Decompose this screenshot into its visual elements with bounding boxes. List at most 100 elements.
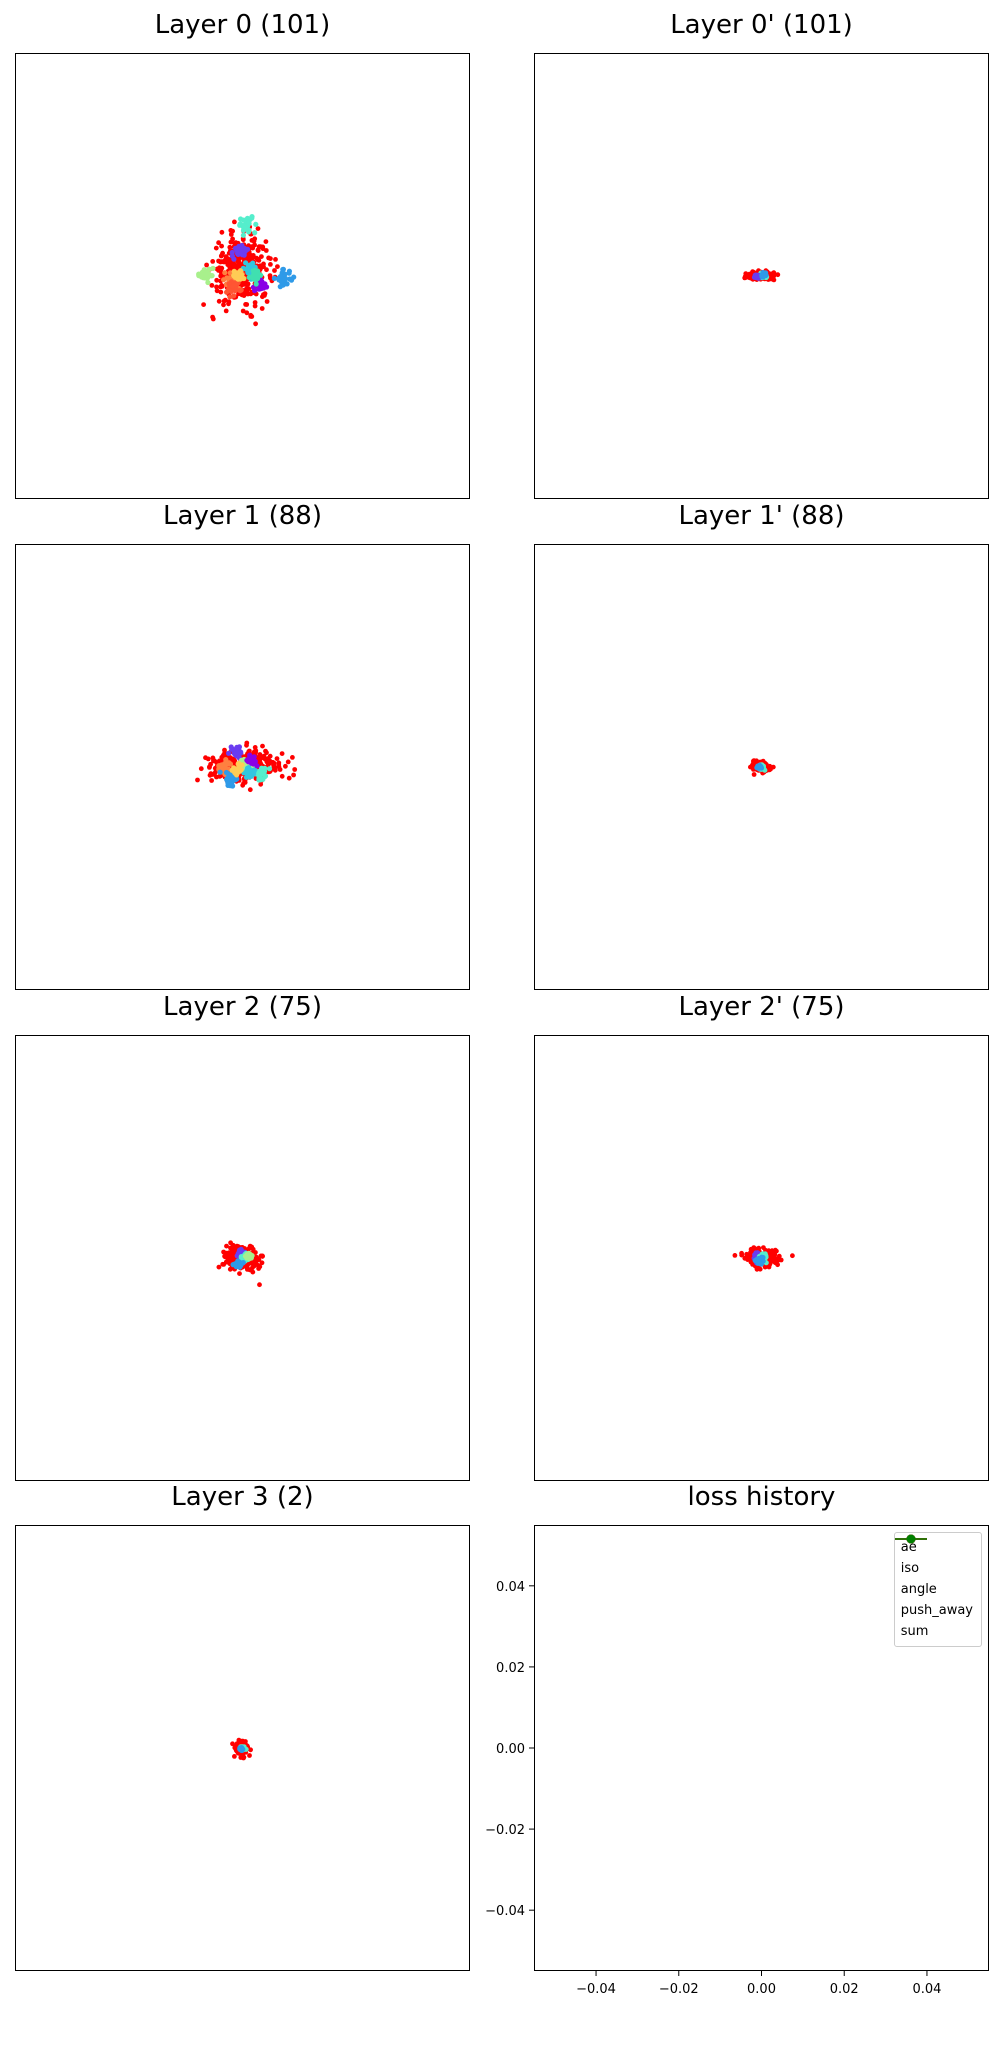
scatter-point-cluster-5 (222, 270, 228, 276)
scatter-point-cluster-2 (758, 1261, 764, 1267)
scatter-point-cluster-6 (232, 288, 238, 294)
scatter-point-cluster-4 (258, 777, 264, 783)
scatter-plot (534, 1035, 989, 1481)
scatter-point-cluster-3 (229, 776, 235, 782)
x-tick-label: 0.04 (912, 1982, 941, 1997)
scatter-point-cluster-7 (250, 755, 256, 761)
scatter-point-outlier (259, 254, 264, 259)
panel-title: Layer 1 (88) (163, 501, 322, 531)
scatter-point-cluster-6 (234, 767, 241, 773)
scatter-point-outlier (279, 773, 285, 779)
scatter-point-outlier (216, 240, 222, 246)
scatter-point-outlier (251, 238, 257, 244)
x-tick-label: −0.02 (659, 1982, 699, 1997)
scatter-point-outlier (751, 772, 757, 777)
scatter-point-outlier (239, 292, 245, 298)
scatter-point-cluster-4 (266, 766, 273, 772)
scatter-point-outlier (253, 321, 258, 327)
scatter-point-outlier (220, 250, 226, 256)
scatter-point-cluster-2 (205, 279, 211, 286)
scatter-point-outlier (290, 755, 295, 760)
legend-label: ae (900, 1540, 917, 1555)
scatter-point-outlier (257, 1282, 262, 1288)
scatter-point-outlier (256, 244, 262, 250)
scatter-point-cluster-0 (236, 750, 242, 756)
scatter-point-outlier (244, 740, 250, 746)
scatter-plot (15, 1525, 470, 1971)
scatter-point-outlier (231, 758, 237, 764)
scatter-point-outlier (255, 257, 261, 263)
scatter-point-outlier (203, 755, 208, 761)
scatter-point-outlier (224, 1259, 229, 1265)
scatter-point-outlier (221, 752, 226, 758)
scatter-point-outlier (257, 758, 263, 764)
scatter-plot (15, 53, 470, 499)
scatter-point-outlier (263, 748, 268, 754)
scatter-point-outlier (732, 1253, 738, 1258)
scatter-point-outlier (754, 1266, 760, 1272)
scatter-point-cluster-6 (236, 760, 242, 767)
scatter-point-outlier (226, 301, 231, 307)
scatter-point-outlier (219, 243, 225, 249)
scatter-point-outlier (214, 277, 220, 283)
scatter-point-cluster-3 (288, 277, 295, 283)
scatter-point-outlier (209, 778, 215, 783)
scatter-point-outlier (275, 264, 280, 269)
y-tick-label: 0.04 (496, 1580, 525, 1595)
scatter-point-outlier (232, 1754, 237, 1759)
scatter-point-outlier (273, 257, 278, 262)
scatter-point-outlier (230, 1741, 235, 1747)
scatter-point-cluster-6 (238, 287, 244, 293)
scatter-points (732, 1245, 795, 1272)
scatter-point-cluster-9 (253, 270, 259, 277)
scatter-point-outlier (237, 256, 243, 261)
scatter-point-outlier (775, 1262, 780, 1268)
panel-title: Layer 3 (2) (171, 1482, 314, 1512)
scatter-point-outlier (218, 273, 224, 279)
scatter-point-outlier (251, 1263, 257, 1269)
scatter-point-outlier (230, 1255, 236, 1261)
scatter-point-cluster-0 (249, 215, 255, 221)
scatter-points (196, 214, 297, 327)
scatter-point-outlier (221, 1249, 227, 1255)
scatter-point-outlier (291, 772, 296, 778)
scatter-point-outlier (274, 756, 280, 761)
scatter-point-outlier (222, 1253, 228, 1259)
legend-label: sum (900, 1624, 929, 1639)
scatter-point-outlier (217, 773, 223, 779)
scatter-point-outlier (237, 1271, 242, 1276)
scatter-point-cluster-3 (278, 279, 284, 285)
y-tick-label: 0.02 (496, 1661, 525, 1676)
scatter-plot (15, 1035, 470, 1481)
scatter-point-cluster-3 (225, 771, 231, 777)
scatter-points (230, 1737, 254, 1761)
scatter-point-outlier (247, 1753, 252, 1758)
scatter-point-cluster-3 (271, 275, 277, 281)
scatter-point-outlier (228, 1240, 234, 1246)
scatter-point-outlier (279, 751, 285, 756)
scatter-points (195, 740, 298, 793)
scatter-point-outlier (257, 752, 263, 757)
scatter-point-cluster-6 (227, 294, 233, 300)
scatter-point-outlier (218, 289, 224, 295)
scatter-point-outlier (286, 775, 292, 781)
legend-label: iso (900, 1561, 920, 1576)
scatter-point-cluster-1 (229, 249, 235, 256)
scatter-point-outlier (221, 298, 227, 304)
scatter-point-outlier (220, 1261, 226, 1267)
scatter-point-cluster-1 (755, 764, 761, 770)
scatter-point-cluster-7 (245, 264, 251, 270)
scatter-point-cluster-3 (282, 271, 288, 277)
scatter-point-outlier (258, 781, 264, 787)
loss-axes: −0.04 −0.02 0.00 0.02 0.04 0.04 0.02 0.00 −0.02 −… (485, 1580, 941, 1997)
scatter-point-outlier (247, 787, 253, 793)
scatter-point-cluster-9 (253, 281, 259, 287)
scatter-point-cluster-7 (245, 759, 251, 765)
scatter-point-outlier (771, 1258, 777, 1264)
y-tick-label: −0.04 (485, 1904, 525, 1919)
scatter-point-outlier (240, 782, 246, 788)
scatter-point-cluster-5 (244, 770, 250, 776)
scatter-point-cluster-0 (229, 746, 235, 752)
scatter-points (742, 268, 781, 283)
scatter-point-cluster-9 (253, 275, 259, 281)
